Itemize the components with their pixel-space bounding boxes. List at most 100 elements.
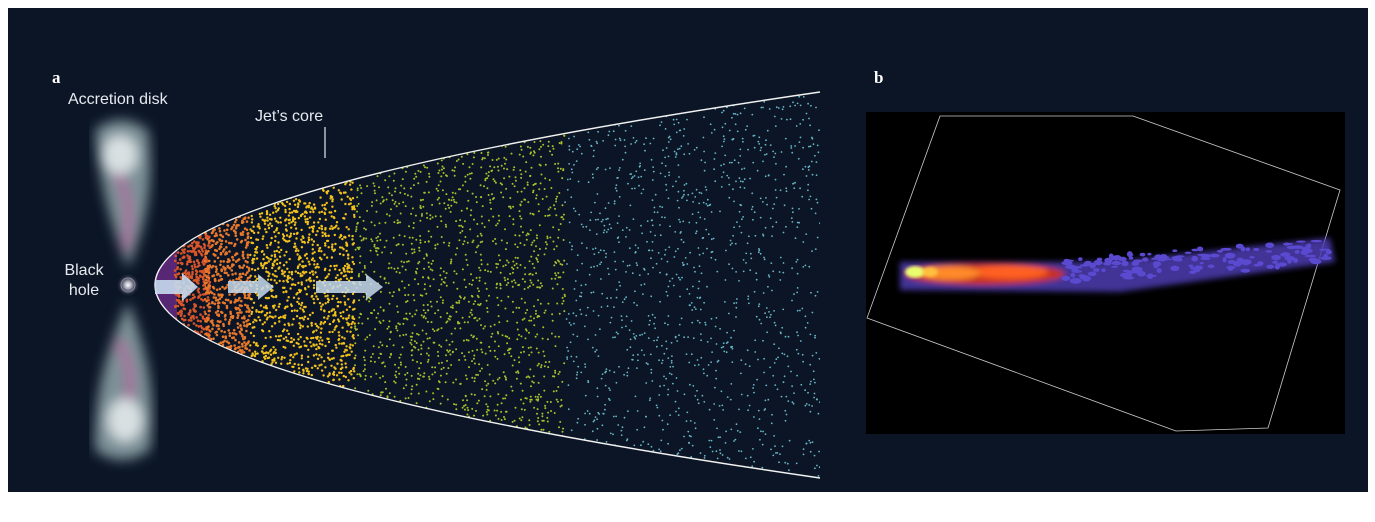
particle — [236, 316, 239, 319]
particle — [758, 136, 760, 138]
particle — [587, 307, 589, 309]
particle — [405, 269, 407, 271]
particle — [301, 357, 303, 359]
particle — [386, 240, 388, 242]
particle — [351, 351, 353, 353]
particle — [602, 424, 604, 426]
particle — [650, 372, 652, 374]
particle — [762, 444, 764, 446]
particle — [191, 265, 194, 268]
particle — [467, 174, 469, 176]
jet-knot — [1201, 254, 1211, 258]
particle — [374, 328, 376, 330]
particle — [540, 165, 542, 167]
particle — [326, 256, 328, 258]
particle — [496, 410, 498, 412]
particle — [527, 287, 529, 289]
particle — [756, 279, 758, 281]
particle — [643, 354, 645, 356]
particle — [763, 358, 765, 360]
particle — [656, 263, 658, 265]
particle — [284, 307, 286, 309]
particle — [484, 380, 486, 382]
particle — [243, 321, 246, 324]
particle — [808, 146, 810, 148]
particle — [225, 299, 228, 302]
particle — [721, 146, 723, 148]
particle — [312, 331, 314, 333]
particle — [398, 367, 400, 369]
particle — [632, 176, 634, 178]
particle — [751, 114, 753, 116]
particle — [174, 255, 177, 258]
particle — [275, 362, 277, 364]
particle — [801, 196, 803, 198]
panel-label: a — [52, 68, 61, 88]
particle — [249, 293, 252, 296]
particle — [289, 203, 291, 205]
particle — [231, 332, 234, 335]
particle — [581, 292, 583, 294]
particle — [504, 397, 506, 399]
particle — [683, 436, 685, 438]
particle — [545, 248, 547, 250]
particle — [321, 211, 323, 213]
particle — [478, 267, 480, 269]
particle — [781, 396, 783, 398]
particle — [414, 324, 416, 326]
particle — [313, 260, 315, 262]
particle — [320, 356, 322, 358]
particle — [400, 364, 402, 366]
particle — [480, 342, 482, 344]
particle — [728, 177, 730, 179]
particle — [593, 150, 595, 152]
particle — [321, 204, 323, 206]
particle — [735, 307, 737, 309]
particle — [534, 141, 536, 143]
particle — [529, 175, 531, 177]
particle — [332, 295, 334, 297]
particle — [518, 334, 520, 336]
particle — [530, 320, 532, 322]
particle — [545, 164, 547, 166]
particle — [698, 364, 700, 366]
particle — [804, 389, 806, 391]
particle — [296, 233, 298, 235]
particle — [776, 197, 778, 199]
particle — [732, 235, 734, 237]
particle — [689, 252, 691, 254]
particle — [332, 314, 334, 316]
jet-knot — [1272, 261, 1278, 264]
particle — [327, 315, 329, 317]
particle — [297, 206, 299, 208]
particle — [782, 108, 784, 110]
particle — [455, 202, 457, 204]
particle — [447, 367, 449, 369]
particle — [216, 289, 219, 292]
particle — [268, 330, 270, 332]
particle — [652, 241, 654, 243]
particle — [286, 339, 288, 341]
particle — [529, 424, 531, 426]
particle — [500, 192, 502, 194]
particle — [682, 262, 684, 264]
particle — [305, 221, 307, 223]
particle — [596, 387, 598, 389]
particle — [336, 297, 338, 299]
particle — [575, 280, 577, 282]
particle — [414, 173, 416, 175]
particle — [502, 334, 504, 336]
particle — [559, 371, 561, 373]
particle — [225, 286, 228, 289]
particle — [419, 250, 421, 252]
particle — [274, 279, 276, 281]
particle — [537, 254, 539, 256]
particle — [774, 153, 776, 155]
particle — [274, 218, 276, 220]
particle — [532, 213, 534, 215]
particle — [241, 220, 244, 223]
particle — [657, 211, 659, 213]
particle — [474, 300, 476, 302]
particle — [765, 144, 767, 146]
particle — [263, 220, 265, 222]
